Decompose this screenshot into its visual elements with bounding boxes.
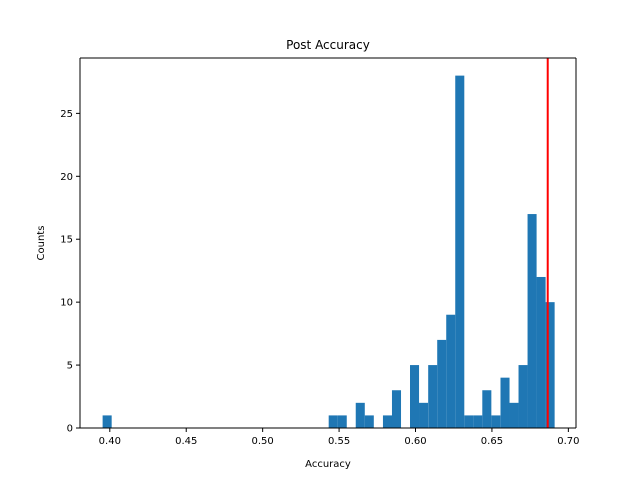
- y-tick-label: 15: [60, 235, 73, 246]
- x-tick-label: 0.40: [99, 436, 121, 447]
- x-tick-label: 0.60: [404, 436, 426, 447]
- x-axis-ticks: 0.40 0.45 0.50 0.55 0.60 0.65 0.70: [99, 428, 579, 447]
- y-axis-label: Counts: [36, 226, 47, 261]
- histogram-bar: [328, 415, 338, 428]
- x-tick-label: 0.45: [175, 436, 197, 447]
- histogram-bar: [455, 75, 465, 429]
- histogram-bar: [355, 402, 365, 428]
- histogram-bar: [500, 377, 510, 428]
- histogram-bar: [527, 214, 537, 428]
- histogram-bar: [536, 276, 546, 428]
- histogram-bar: [491, 415, 501, 428]
- histogram-bar: [419, 402, 429, 428]
- histogram-bar: [428, 365, 438, 428]
- y-tick-label: 5: [67, 361, 73, 372]
- histogram-bars: [102, 75, 555, 429]
- x-axis-label: Accuracy: [305, 459, 351, 470]
- histogram-bar: [437, 339, 447, 428]
- y-tick-label: 25: [60, 109, 73, 120]
- histogram-bar: [391, 390, 402, 428]
- histogram-bar: [509, 402, 519, 428]
- y-tick-label: 10: [60, 298, 73, 309]
- histogram-bar: [473, 415, 483, 428]
- x-tick-label: 0.55: [328, 436, 350, 447]
- histogram-bar: [364, 415, 374, 428]
- x-tick-label: 0.70: [557, 436, 579, 447]
- histogram-bar: [410, 365, 420, 428]
- histogram-bar: [337, 415, 347, 428]
- y-axis-ticks: 0 5 10 15 20 25: [60, 109, 80, 435]
- plot-area: [80, 58, 576, 428]
- histogram-bar: [102, 415, 112, 428]
- histogram-bar: [518, 365, 528, 428]
- x-tick-label: 0.65: [481, 436, 503, 447]
- histogram-bar: [446, 314, 456, 428]
- histogram-bar: [382, 415, 392, 428]
- chart-title: Post Accuracy: [286, 38, 370, 52]
- histogram-bar: [545, 302, 555, 428]
- histogram-bar: [464, 415, 474, 428]
- y-tick-label: 20: [60, 172, 73, 183]
- y-tick-label: 0: [67, 424, 73, 435]
- histogram-bar: [482, 390, 492, 428]
- x-tick-label: 0.50: [252, 436, 274, 447]
- axes-frame: [79, 57, 577, 429]
